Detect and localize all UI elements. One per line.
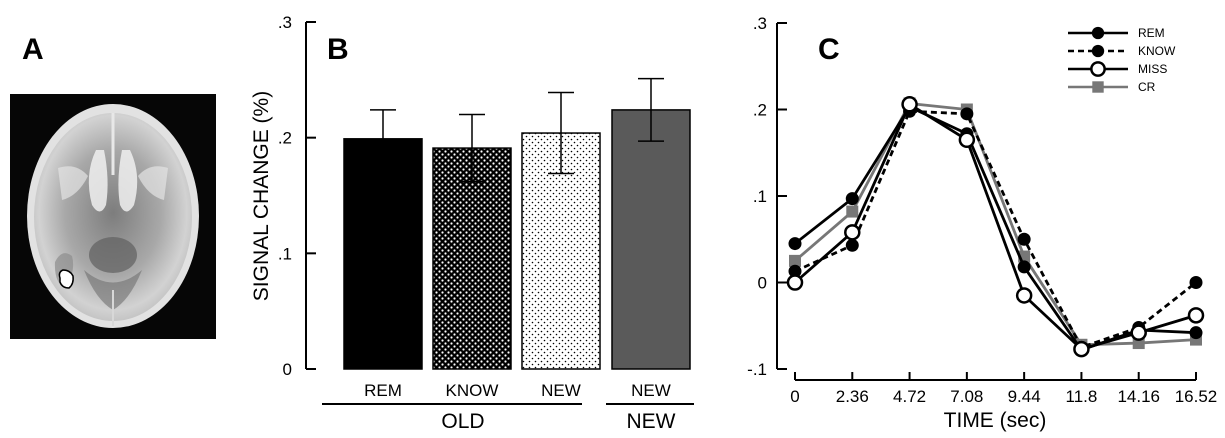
legend-label-rem: REM: [1138, 26, 1165, 40]
legend-marker-cr: [1092, 81, 1104, 93]
legend-marker-know: [1091, 44, 1105, 58]
panel-b-ytick-label: .3: [278, 13, 292, 32]
bar-know: [432, 147, 512, 370]
point-rem: [1189, 326, 1203, 340]
point-miss: [901, 96, 918, 113]
category-label: KNOW: [446, 381, 499, 400]
panel-c-xtick-label: 2.36: [836, 387, 869, 406]
panel-b-ytick-label: .2: [278, 129, 292, 148]
panel-c-ytick-label: 0: [758, 274, 767, 293]
panel-c-ytick-label: .3: [753, 14, 767, 33]
panel-c-xtick-label: 14.16: [1117, 387, 1160, 406]
panel-c-xtick-label: 7.08: [950, 387, 983, 406]
point-miss: [958, 131, 976, 149]
point-cr: [789, 254, 801, 267]
legend-label-cr: CR: [1138, 80, 1156, 94]
point-miss: [1073, 340, 1090, 358]
category-label: NEW: [631, 381, 671, 400]
panel-c-line-chart: -.1 0 .1 .2 .3 0 2.36 4.72 7.08 9.44 11.8 14.16 16.5…: [747, 14, 1217, 432]
point-miss: [1187, 307, 1205, 324]
panel-b-ytick-label: 0: [283, 360, 292, 379]
point-miss: [844, 224, 861, 241]
point-miss: [1130, 324, 1147, 341]
point-rem: [845, 192, 859, 206]
point-know: [788, 264, 802, 278]
panel-a-label: A: [22, 33, 44, 66]
series-line-cr: [794, 101, 1197, 347]
panel-c-label: C: [818, 33, 840, 66]
group-new-label: NEW: [627, 410, 676, 433]
group-old-label: OLD: [441, 410, 484, 433]
bar-rem: [343, 138, 423, 370]
panel-c-xtick-label: 4.72: [893, 387, 926, 406]
brain-scan-image: [10, 94, 216, 339]
panel-c-xtick-label: 0: [790, 387, 799, 406]
category-label: NEW: [541, 381, 581, 400]
point-miss: [1015, 287, 1033, 304]
point-rem: [788, 237, 802, 251]
panel-c-xtick-label: 11.8: [1066, 387, 1098, 406]
point-cr: [846, 205, 859, 218]
legend-marker-miss: [1090, 61, 1106, 77]
point-cr: [1018, 250, 1031, 263]
panel-c-ytick-label: .1: [753, 187, 767, 206]
point-rem: [1017, 260, 1031, 274]
series-line-know: [794, 109, 1197, 350]
point-miss: [786, 274, 804, 291]
panel-c-xtick-label: 9.44: [1008, 387, 1041, 406]
roi-highlight: [58, 269, 74, 289]
panel-b-label: B: [327, 33, 349, 66]
panel-c-legend: REM KNOW MISS CR: [1068, 26, 1176, 94]
panel-c-ytick-label: -.1: [747, 360, 767, 379]
panel-c-x-axis-title: TIME (sec): [944, 409, 1047, 432]
category-label: REM: [364, 381, 402, 400]
panel-c-ytick-label: .2: [753, 101, 767, 120]
legend-marker-rem: [1091, 26, 1105, 40]
point-know: [1017, 232, 1031, 246]
panel-b-ytick-label: .1: [278, 244, 292, 263]
panel-b-y-axis-title: SIGNAL CHANGE (%): [250, 91, 273, 301]
legend-label-miss: MISS: [1138, 62, 1167, 76]
series-line-miss: [794, 102, 1197, 351]
panel-c-xtick-label: 16.52: [1175, 387, 1218, 406]
series-line-rem: [794, 105, 1197, 352]
legend-label-know: KNOW: [1138, 44, 1176, 58]
point-know: [1189, 276, 1203, 289]
bar-new: [611, 109, 691, 370]
panel-b-bar-chart: 0 .1 .2 .3 SIGNAL CHANGE (%) REM KNOW NEW NEW OLD…: [250, 13, 694, 433]
point-know: [960, 107, 974, 121]
point-know: [845, 238, 859, 252]
